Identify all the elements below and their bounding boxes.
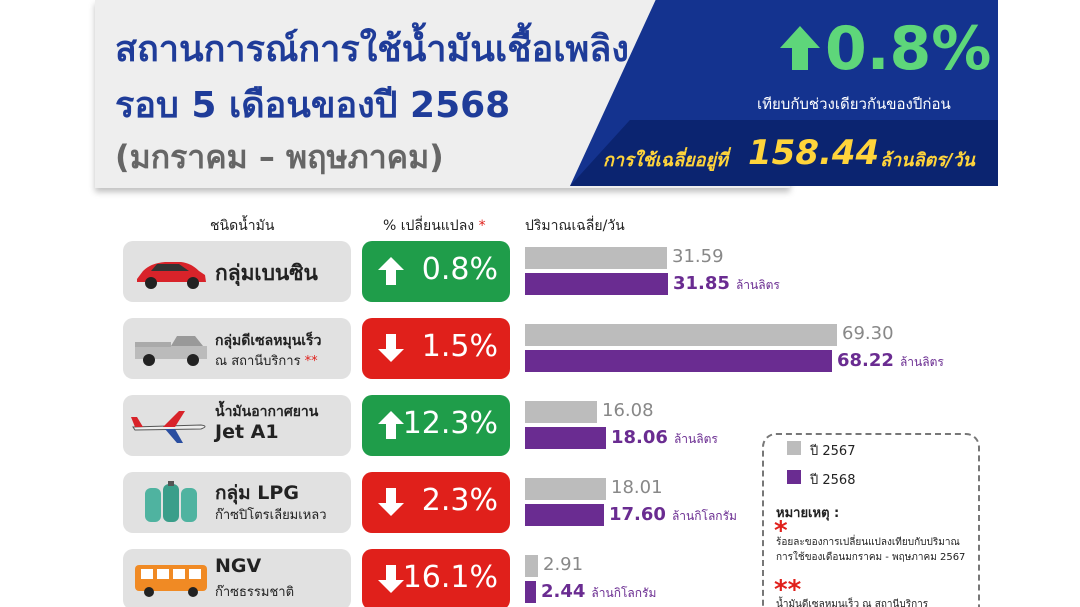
fuel-type-name: กลุ่มเบนซิน [215,261,318,285]
fuel-type-name: NGV [215,555,262,577]
bar-curr-value: 2.44 [541,581,586,602]
bar-curr-value: 31.85 [673,273,730,294]
bar-curr-value: 17.60 [609,504,666,525]
bar-curr-value: 68.22 [837,350,894,371]
bar-prev-label: 31.59 [672,246,724,267]
column-header-volume: ปริมาณเฉลี่ย/วัน [525,218,625,234]
legend-box [762,433,980,607]
bar-curr [525,581,536,603]
bar-curr [525,350,832,372]
bar-prev-label: 2.91 [543,554,584,575]
up-arrow-icon [378,411,404,443]
note-text-2: น้ำมันดีเซลหมุนเร็ว ณ สถานีบริการ [776,599,929,607]
bar-prev-label: 69.30 [842,323,894,344]
bar-unit: ล้านกิโลกรัม [591,586,657,600]
note-text-1: ร้อยละของการเปลี่ยนแปลงเทียบกับปริมาณการ… [776,537,966,563]
bar-curr-value: 18.06 [611,427,668,448]
change-value: 16.1% [402,560,498,595]
fuel-type-subname-text: ก๊าซปิโตรเลียมเหลว [215,508,327,523]
bar-curr-label: 31.85 ล้านลิตร [673,273,780,295]
bar-curr-label: 18.06 ล้านลิตร [611,427,718,449]
bar-prev [525,401,597,423]
bar-curr-label: 68.22 ล้านลิตร [837,350,944,372]
legend-swatch-prev [787,441,801,455]
overall-change: 0.8% [825,14,992,84]
bus-icon [131,557,211,602]
note-star-2: ** [774,575,802,605]
fuel-type-subname-text: ก๊าซธรรมชาติ [215,585,295,600]
bar-prev [525,247,667,269]
change-badge: 12.3% [362,395,510,456]
bar-curr [525,273,668,295]
bar-prev-label: 16.08 [602,400,654,421]
legend-label-curr: ปี 2568 [810,473,856,488]
bar-unit: ล้านลิตร [673,432,718,446]
change-value: 2.3% [421,483,498,518]
fuel-type-box: น้ำมันอากาศยาน Jet A1 [123,395,351,456]
pickup-truck-icon [131,326,211,371]
change-badge: 16.1% [362,549,510,607]
avg-value: 158.44 [748,133,880,173]
down-arrow-icon [378,334,404,366]
change-badge: 0.8% [362,241,510,302]
bar-prev [525,324,837,346]
bar-prev [525,555,538,577]
down-arrow-icon [378,565,404,597]
avg-unit: ล้านลิตร/วัน [880,150,975,171]
summary-panel-band [570,120,998,186]
bar-unit: ล้านลิตร [735,278,780,292]
gas-cylinder-icon [131,480,211,525]
fuel-type-name: กลุ่มดีเซลหมุนเร็ว [215,333,322,349]
title-line-1: สถานการณ์การใช้น้ำมันเชื้อเพลิง [115,29,629,70]
column-header-type: ชนิดน้ำมัน [210,218,275,234]
fuel-type-subname: ก๊าซธรรมชาติ [215,581,294,602]
bar-curr-label: 17.60 ล้านกิโลกรัม [609,504,737,526]
up-arrow-icon [780,26,820,70]
fuel-type-subname: ณ สถานีบริการ ** [215,350,318,371]
bar-curr-label: 2.44 ล้านกิโลกรัม [541,581,656,603]
note-star-1: * [774,516,788,546]
fuel-type-subname: ก๊าซปิโตรเลียมเหลว [215,504,327,525]
bar-unit: ล้านกิโลกรัม [671,509,737,523]
column-header-change-label: % เปลี่ยนแปลง [383,218,475,234]
car-icon [131,249,211,294]
fuel-type-box: กลุ่ม LPG ก๊าซปิโตรเลียมเหลว [123,472,351,533]
bar-prev-label: 18.01 [611,477,663,498]
bar-curr [525,427,606,449]
fuel-type-subname: Jet A1 [215,421,279,443]
column-header-change-star: * [478,218,486,234]
subtitle: (มกราคม – พฤษภาคม) [115,138,444,176]
bar-prev [525,478,606,500]
bar-curr [525,504,604,526]
fuel-type-box: กลุ่มดีเซลหมุนเร็วณ สถานีบริการ ** [123,318,351,379]
change-badge: 2.3% [362,472,510,533]
fuel-type-star: ** [304,354,318,369]
legend-label-prev: ปี 2567 [810,444,856,459]
notes-title: หมายเหตุ : [776,506,840,521]
change-value: 0.8% [421,252,498,287]
comparison-text: เทียบกับช่วงเดียวกันของปีก่อน [757,95,951,113]
title-line-2: รอบ 5 เดือนของปี 2568 [115,85,511,126]
change-badge: 1.5% [362,318,510,379]
change-value: 12.3% [402,406,498,441]
avg-prefix: การใช้เฉลี่ยอยู่ที่ [603,150,728,171]
down-arrow-icon [378,488,404,520]
fuel-type-subname-text: Jet A1 [215,421,279,443]
bar-unit: ล้านลิตร [899,355,944,369]
fuel-type-name: น้ำมันอากาศยาน [215,404,319,420]
up-arrow-icon [378,257,404,289]
fuel-type-name: กลุ่ม LPG [215,482,299,504]
fuel-type-box: NGV ก๊าซธรรมชาติ [123,549,351,607]
airplane-icon [131,403,211,448]
column-header-change: % เปลี่ยนแปลง * [383,215,486,237]
change-value: 1.5% [421,329,498,364]
fuel-type-subname-text: ณ สถานีบริการ [215,354,301,369]
legend-swatch-curr [787,470,801,484]
fuel-type-box: กลุ่มเบนซิน [123,241,351,302]
